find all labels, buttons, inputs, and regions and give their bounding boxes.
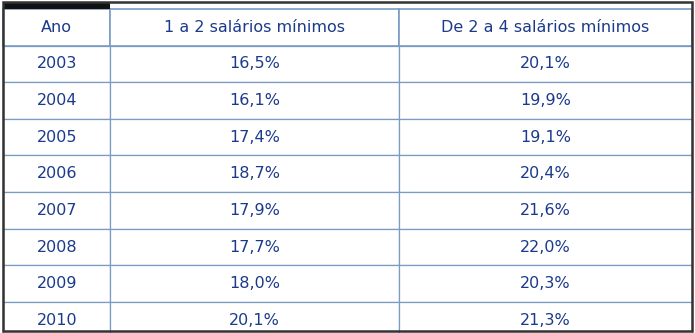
Text: 18,0%: 18,0% xyxy=(229,276,280,291)
Bar xyxy=(399,265,692,302)
Bar xyxy=(399,46,692,82)
Bar xyxy=(3,9,110,46)
Bar xyxy=(110,302,399,333)
Bar xyxy=(3,119,110,156)
Bar xyxy=(110,119,399,156)
Text: 17,7%: 17,7% xyxy=(229,239,280,254)
Text: 22,0%: 22,0% xyxy=(520,239,571,254)
Bar xyxy=(3,82,110,119)
Bar xyxy=(3,46,110,82)
Bar xyxy=(399,119,692,156)
Bar xyxy=(3,2,110,9)
Bar xyxy=(399,229,692,265)
Text: 2005: 2005 xyxy=(37,130,77,145)
Text: 2009: 2009 xyxy=(37,276,77,291)
Text: 18,7%: 18,7% xyxy=(229,166,280,181)
Bar xyxy=(399,302,692,333)
Text: 16,5%: 16,5% xyxy=(229,56,280,71)
Bar xyxy=(110,229,399,265)
Bar xyxy=(399,82,692,119)
Text: 17,9%: 17,9% xyxy=(229,203,280,218)
Bar xyxy=(399,9,692,46)
Text: 21,3%: 21,3% xyxy=(520,313,571,328)
Text: 19,9%: 19,9% xyxy=(520,93,571,108)
Text: 19,1%: 19,1% xyxy=(520,130,571,145)
Bar xyxy=(110,192,399,229)
Text: De 2 a 4 salários mínimos: De 2 a 4 salários mínimos xyxy=(441,20,649,35)
Text: 2010: 2010 xyxy=(36,313,77,328)
Text: 1 a 2 salários mínimos: 1 a 2 salários mínimos xyxy=(164,20,345,35)
Text: Ano: Ano xyxy=(41,20,72,35)
Text: 20,4%: 20,4% xyxy=(520,166,571,181)
Bar xyxy=(110,156,399,192)
Text: 2003: 2003 xyxy=(37,56,77,71)
Bar xyxy=(3,192,110,229)
Text: 2007: 2007 xyxy=(37,203,77,218)
Text: 2004: 2004 xyxy=(37,93,77,108)
Bar xyxy=(3,265,110,302)
Bar xyxy=(110,9,399,46)
Text: 21,6%: 21,6% xyxy=(520,203,571,218)
Bar xyxy=(110,46,399,82)
Text: 2008: 2008 xyxy=(36,239,77,254)
Text: 20,1%: 20,1% xyxy=(229,313,280,328)
Text: 20,3%: 20,3% xyxy=(520,276,571,291)
Text: 20,1%: 20,1% xyxy=(520,56,571,71)
Text: 17,4%: 17,4% xyxy=(229,130,280,145)
Bar xyxy=(3,229,110,265)
Bar xyxy=(110,82,399,119)
Bar xyxy=(110,265,399,302)
Bar xyxy=(3,302,110,333)
Text: 2006: 2006 xyxy=(37,166,77,181)
Bar xyxy=(3,156,110,192)
Text: 16,1%: 16,1% xyxy=(229,93,280,108)
Bar xyxy=(399,192,692,229)
Bar xyxy=(399,156,692,192)
